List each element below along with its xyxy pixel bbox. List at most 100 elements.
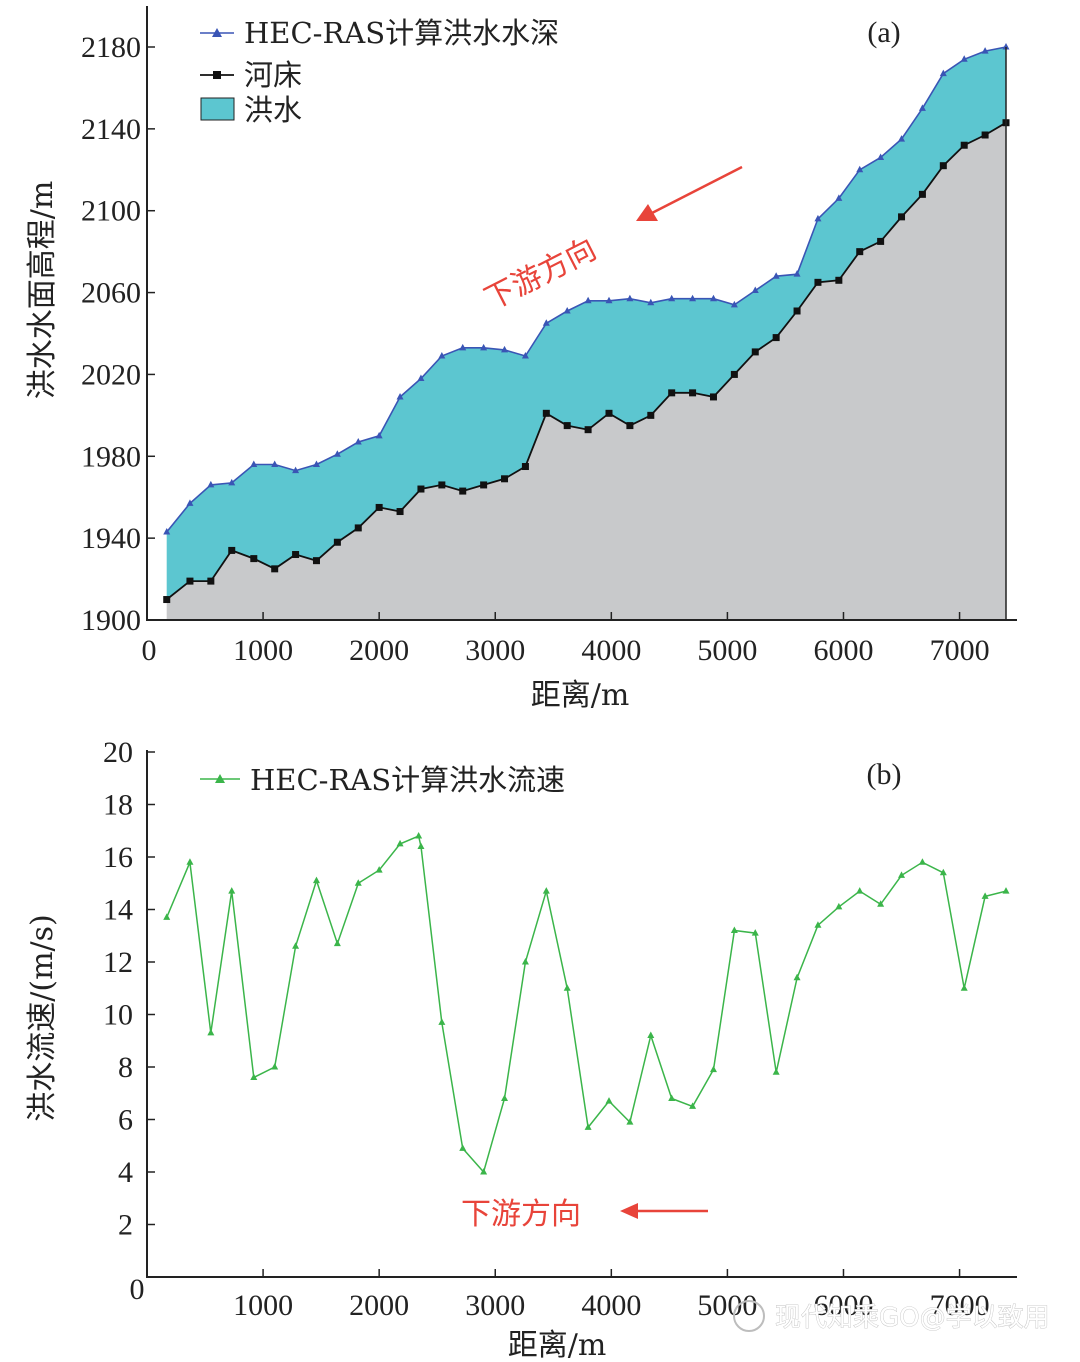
water-depth-point: [438, 352, 446, 359]
a-arrow-line: [651, 165, 743, 215]
water-depth-point: [207, 480, 215, 488]
b-downstream-annotation: 下游方向: [461, 1197, 708, 1232]
water-depth-point: [939, 69, 947, 77]
water-depth-point: [417, 374, 425, 382]
velocity-point: [835, 902, 843, 910]
velocity-point: [856, 887, 864, 894]
a-legend: HEC-RAS计算洪水水深 河床 洪水: [200, 16, 559, 127]
riverbed-point: [438, 481, 446, 489]
riverbed-point: [186, 577, 194, 585]
b-y-tick-label: 10: [103, 999, 133, 1032]
velocity-point: [417, 842, 425, 849]
velocity-point: [163, 913, 171, 920]
water-depth-point: [793, 270, 801, 277]
panel-b: 2 4 6 8 10 12 14 16 18 20 0 1000 2000 3000 4000 5000 60…: [25, 736, 1050, 1362]
b-y-tick-label: 20: [103, 736, 133, 769]
riverbed-point: [271, 565, 279, 573]
riverbed-point: [856, 248, 864, 256]
riverbed-point: [163, 596, 171, 604]
b-y-tick-label: 18: [103, 789, 133, 822]
riverbed-point: [605, 409, 613, 417]
water-depth-point: [605, 296, 613, 304]
a-x-tick-label: 7000: [930, 634, 990, 667]
b-y-tick-label: 8: [118, 1051, 133, 1084]
b-x-tick-label: 6000: [813, 1289, 873, 1322]
velocity-point: [730, 926, 738, 933]
velocity-point: [480, 1168, 488, 1175]
water-depth-point: [835, 194, 843, 201]
velocity-point: [207, 1028, 215, 1036]
riverbed-point: [751, 348, 759, 356]
riverbed-point: [312, 557, 320, 565]
water-depth-point: [668, 294, 676, 302]
water-depth-point: [521, 352, 529, 359]
riverbed-point: [292, 551, 300, 559]
velocity-point: [814, 921, 822, 928]
velocity-point: [605, 1097, 613, 1104]
riverbed-point: [835, 276, 843, 284]
water-depth-point: [480, 343, 488, 351]
water-depth-point: [250, 460, 258, 467]
velocity-point: [542, 887, 550, 894]
b-arrow-head-icon: [620, 1203, 638, 1219]
b-y-tick-label: 6: [118, 1104, 133, 1137]
riverbed-point: [207, 577, 215, 585]
a-y-tick-label: 2140: [81, 113, 141, 146]
water-depth-point: [163, 528, 171, 535]
velocity-point: [438, 1018, 446, 1025]
riverbed-point: [981, 131, 989, 139]
velocity-point: [668, 1094, 676, 1101]
water-depth-point: [647, 298, 655, 306]
velocity-point: [772, 1068, 780, 1075]
a-x-tick-label: 2000: [349, 634, 409, 667]
riverbed-point: [668, 389, 676, 397]
riverbed-point: [709, 393, 717, 401]
water-depth-point: [918, 104, 926, 111]
legend-triangle-icon: [212, 28, 222, 37]
b-x-axis-label: 距离/m: [508, 1328, 607, 1362]
a-y-ticks: 1900 1940 1980 2020 2060 2100 2140 2180: [81, 31, 155, 637]
legend-velocity-label: HEC-RAS计算洪水流速: [250, 763, 565, 797]
velocity-point: [960, 984, 968, 991]
water-depth-point: [292, 466, 300, 474]
riverbed-point: [396, 508, 404, 516]
b-y-ticks: 2 4 6 8 10 12 14 16 18 20: [103, 736, 155, 1242]
velocity-point: [501, 1094, 509, 1101]
riverbed-point: [459, 487, 467, 495]
velocity-point: [563, 984, 571, 991]
velocity-point: [312, 876, 320, 884]
velocity-point: [271, 1063, 279, 1070]
velocity-point: [292, 942, 300, 949]
legend-bed-label: 河床: [244, 58, 302, 92]
water-depth-point: [981, 47, 989, 54]
water-depth-point: [584, 296, 592, 304]
a-x-tick-label: 0: [142, 634, 157, 667]
b-x-tick-label: 3000: [465, 1289, 525, 1322]
water-depth-point: [751, 286, 759, 294]
a-x-tick-label: 3000: [465, 634, 525, 667]
water-depth-point: [501, 345, 509, 353]
a-x-tick-label: 4000: [581, 634, 641, 667]
a-x-axis-label: 距离/m: [531, 678, 630, 713]
water-depth-point: [689, 294, 697, 302]
velocity-line: [166, 834, 1007, 1174]
velocity-point: [584, 1123, 592, 1130]
riverbed-point: [250, 555, 258, 563]
legend-square-icon: [213, 71, 221, 79]
water-depth-point: [960, 55, 968, 62]
velocity-point: [186, 858, 194, 865]
velocity-point: [877, 900, 885, 907]
water-depth-point: [856, 165, 864, 173]
riverbed-point: [793, 307, 801, 315]
velocity-point: [689, 1102, 697, 1109]
velocity-point: [898, 871, 906, 878]
water-depth-point: [271, 460, 279, 467]
b-x-tick-label: 7000: [930, 1289, 990, 1322]
velocity-point: [521, 958, 529, 965]
water-depth-markers: [163, 43, 1010, 535]
water-depth-point: [877, 153, 885, 161]
riverbed-point: [898, 213, 906, 221]
b-x-tick-label: 0: [130, 1273, 145, 1306]
riverbed-point: [354, 524, 362, 532]
riverbed-point: [877, 237, 885, 245]
